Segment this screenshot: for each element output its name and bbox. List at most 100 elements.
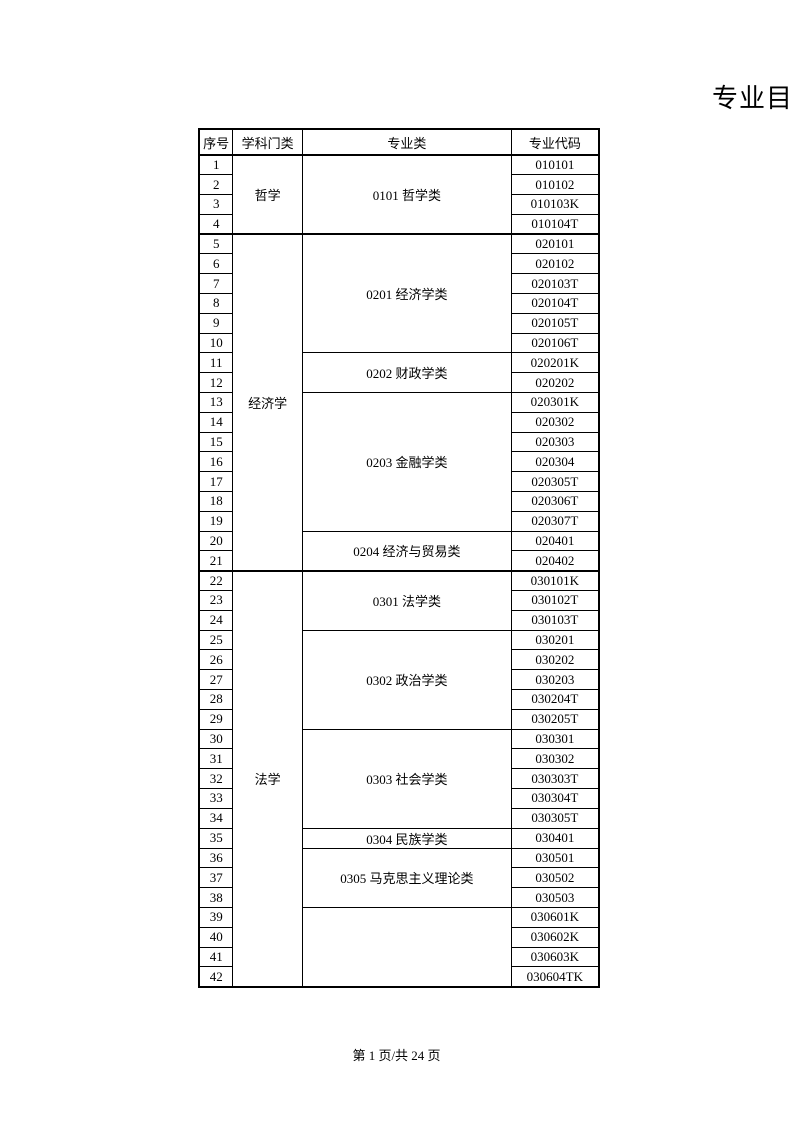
code-cell: 020307T <box>511 511 599 531</box>
row-number: 5 <box>199 234 233 254</box>
row-number: 8 <box>199 294 233 314</box>
code-cell: 030602K <box>511 927 599 947</box>
row-number: 17 <box>199 472 233 492</box>
row-number: 4 <box>199 214 233 234</box>
category-cell: 0202 财政学类 <box>302 353 511 393</box>
row-number: 27 <box>199 670 233 690</box>
code-cell: 010103K <box>511 195 599 215</box>
code-cell: 020303 <box>511 432 599 452</box>
table-row: 1哲学0101 哲学类010101 <box>199 155 599 175</box>
discipline-cell: 经济学 <box>233 234 303 571</box>
row-number: 10 <box>199 333 233 353</box>
code-cell: 030604TK <box>511 967 599 987</box>
code-cell: 030204T <box>511 690 599 710</box>
code-cell: 020202 <box>511 373 599 393</box>
category-cell <box>302 907 511 986</box>
row-number: 9 <box>199 313 233 333</box>
page-footer: 第 1 页/共 24 页 <box>0 1045 793 1064</box>
code-cell: 020305T <box>511 472 599 492</box>
code-cell: 030102T <box>511 591 599 611</box>
category-cell: 0304 民族学类 <box>302 828 511 848</box>
code-cell: 020103T <box>511 274 599 294</box>
category-cell: 0204 经济与贸易类 <box>302 531 511 571</box>
row-number: 40 <box>199 927 233 947</box>
row-number: 31 <box>199 749 233 769</box>
code-cell: 010104T <box>511 214 599 234</box>
row-number: 18 <box>199 492 233 512</box>
catalog-table: 序号学科门类专业类专业代码 1哲学0101 哲学类010101201010230… <box>198 128 600 988</box>
column-header: 学科门类 <box>233 129 303 155</box>
discipline-cell: 法学 <box>233 571 303 987</box>
row-number: 26 <box>199 650 233 670</box>
code-cell: 010101 <box>511 155 599 175</box>
row-number: 6 <box>199 254 233 274</box>
row-number: 3 <box>199 195 233 215</box>
row-number: 14 <box>199 412 233 432</box>
code-cell: 030401 <box>511 828 599 848</box>
code-cell: 030205T <box>511 709 599 729</box>
code-cell: 030301 <box>511 729 599 749</box>
row-number: 37 <box>199 868 233 888</box>
row-number: 33 <box>199 789 233 809</box>
column-header: 序号 <box>199 129 233 155</box>
code-cell: 020402 <box>511 551 599 571</box>
code-cell: 030305T <box>511 808 599 828</box>
row-number: 38 <box>199 888 233 908</box>
row-number: 35 <box>199 828 233 848</box>
row-number: 11 <box>199 353 233 373</box>
row-number: 1 <box>199 155 233 175</box>
row-number: 32 <box>199 769 233 789</box>
code-cell: 030601K <box>511 907 599 927</box>
row-number: 12 <box>199 373 233 393</box>
code-cell: 030101K <box>511 571 599 591</box>
code-cell: 020201K <box>511 353 599 373</box>
code-cell: 020401 <box>511 531 599 551</box>
code-cell: 020105T <box>511 313 599 333</box>
code-cell: 030302 <box>511 749 599 769</box>
code-cell: 030501 <box>511 848 599 868</box>
row-number: 29 <box>199 709 233 729</box>
row-number: 28 <box>199 690 233 710</box>
code-cell: 030203 <box>511 670 599 690</box>
row-number: 41 <box>199 947 233 967</box>
catalog-table-wrapper: 序号学科门类专业类专业代码 1哲学0101 哲学类010101201010230… <box>198 128 600 988</box>
page-title: 专业目 <box>712 78 793 115</box>
row-number: 39 <box>199 907 233 927</box>
row-number: 21 <box>199 551 233 571</box>
row-number: 25 <box>199 630 233 650</box>
code-cell: 020306T <box>511 492 599 512</box>
row-number: 13 <box>199 393 233 413</box>
category-cell: 0203 金融学类 <box>302 393 511 532</box>
discipline-cell: 哲学 <box>233 155 303 234</box>
row-number: 30 <box>199 729 233 749</box>
column-header: 专业类 <box>302 129 511 155</box>
category-cell: 0101 哲学类 <box>302 155 511 234</box>
row-number: 15 <box>199 432 233 452</box>
table-row: 22法学0301 法学类030101K <box>199 571 599 591</box>
row-number: 36 <box>199 848 233 868</box>
row-number: 16 <box>199 452 233 472</box>
row-number: 34 <box>199 808 233 828</box>
code-cell: 020301K <box>511 393 599 413</box>
category-cell: 0301 法学类 <box>302 571 511 630</box>
table-row: 5经济学0201 经济学类020101 <box>199 234 599 254</box>
column-header: 专业代码 <box>511 129 599 155</box>
row-number: 2 <box>199 175 233 195</box>
table-header: 序号学科门类专业类专业代码 <box>199 129 599 155</box>
code-cell: 020106T <box>511 333 599 353</box>
code-cell: 030202 <box>511 650 599 670</box>
row-number: 7 <box>199 274 233 294</box>
row-number: 42 <box>199 967 233 987</box>
code-cell: 030503 <box>511 888 599 908</box>
category-cell: 0303 社会学类 <box>302 729 511 828</box>
row-number: 20 <box>199 531 233 551</box>
code-cell: 030303T <box>511 769 599 789</box>
row-number: 22 <box>199 571 233 591</box>
code-cell: 020102 <box>511 254 599 274</box>
code-cell: 020104T <box>511 294 599 314</box>
category-cell: 0302 政治学类 <box>302 630 511 729</box>
category-cell: 0201 经济学类 <box>302 234 511 353</box>
code-cell: 020101 <box>511 234 599 254</box>
code-cell: 020302 <box>511 412 599 432</box>
code-cell: 030304T <box>511 789 599 809</box>
